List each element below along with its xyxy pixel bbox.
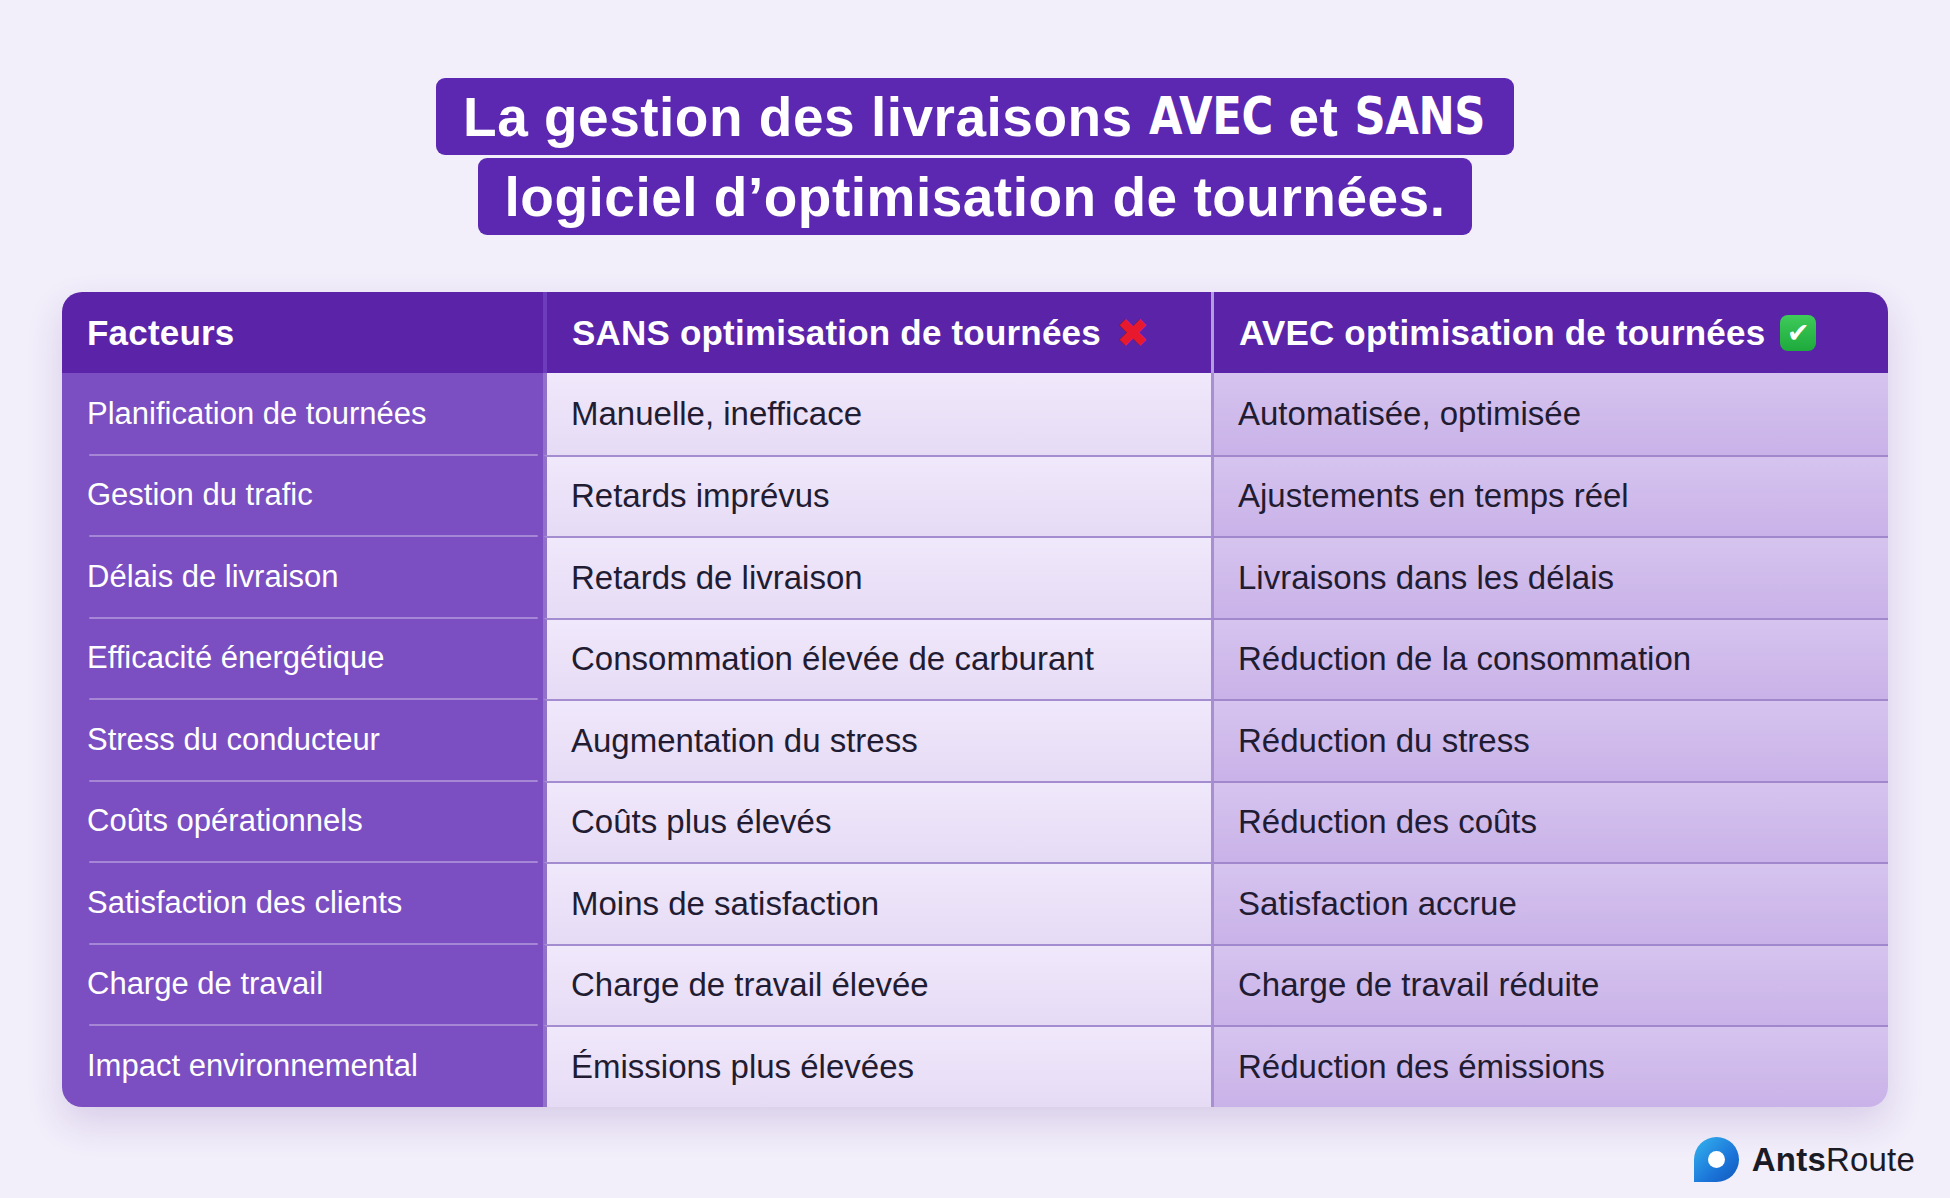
sans-cell-text: Manuelle, inefficace (571, 395, 862, 433)
header-facteurs-label: Facteurs (87, 313, 235, 353)
avec-cell: Satisfaction accrue (1211, 862, 1888, 944)
sans-cell-text: Retards imprévus (571, 477, 830, 515)
factor-cell: Stress du conducteur (62, 699, 543, 781)
factor-cell-text: Efficacité énergétique (87, 640, 385, 676)
sans-cell: Consommation élevée de carburant (543, 618, 1211, 700)
title-word-sans: SANS (1355, 87, 1486, 146)
avec-cell: Charge de travail réduite (1211, 944, 1888, 1026)
factor-cell: Planification de tournées (62, 373, 543, 455)
factor-cell: Charge de travail (62, 944, 543, 1026)
sans-cell: Retards imprévus (543, 455, 1211, 537)
avec-cell-text: Réduction des coûts (1238, 803, 1537, 841)
header-facteurs: Facteurs (62, 292, 543, 373)
factor-cell: Coûts opérationnels (62, 781, 543, 863)
sans-cell: Charge de travail élevée (543, 944, 1211, 1026)
sans-cell: Moins de satisfaction (543, 862, 1211, 944)
antsroute-logo: AntsRoute (1694, 1137, 1915, 1182)
header-sans-label: SANS optimisation de tournées (572, 313, 1101, 353)
green-check-icon: ✔ (1780, 315, 1816, 351)
factor-cell: Efficacité énergétique (62, 618, 543, 700)
avec-cell-text: Réduction de la consommation (1238, 640, 1691, 678)
sans-cell: Émissions plus élevées (543, 1025, 1211, 1107)
sans-cell-text: Augmentation du stress (571, 722, 918, 760)
avec-cell-text: Ajustements en temps réel (1238, 477, 1629, 515)
factor-cell: Gestion du trafic (62, 455, 543, 537)
avec-cell-text: Charge de travail réduite (1238, 966, 1599, 1004)
avec-cell-text: Satisfaction accrue (1238, 885, 1517, 923)
sans-cell-text: Retards de livraison (571, 559, 863, 597)
red-cross-icon: ✖ (1116, 313, 1150, 353)
sans-cell-text: Consommation élevée de carburant (571, 640, 1094, 678)
brand-name-bold: Ants (1752, 1141, 1826, 1178)
factor-cell-text: Impact environnemental (87, 1048, 418, 1084)
factor-cell-text: Coûts opérationnels (87, 803, 363, 839)
sans-cell: Coûts plus élevés (543, 781, 1211, 863)
avec-cell: Réduction des coûts (1211, 781, 1888, 863)
title-line2-text: logiciel d’optimisation de tournées. (505, 165, 1446, 229)
sans-cell-text: Charge de travail élevée (571, 966, 929, 1004)
page-title-line1: La gestion des livraisons AVEC et SANS (436, 78, 1514, 155)
header-sans: SANS optimisation de tournées ✖ (543, 292, 1211, 373)
header-avec-label: AVEC optimisation de tournées (1239, 313, 1765, 353)
comparison-table: Facteurs SANS optimisation de tournées ✖… (62, 292, 1888, 1107)
sans-cell-text: Émissions plus élevées (571, 1048, 914, 1086)
avec-cell-text: Automatisée, optimisée (1238, 395, 1581, 433)
factor-cell-text: Stress du conducteur (87, 722, 380, 758)
avec-cell: Livraisons dans les délais (1211, 536, 1888, 618)
sans-cell: Augmentation du stress (543, 699, 1211, 781)
antsroute-logo-hole (1708, 1151, 1725, 1168)
factor-cell-text: Planification de tournées (87, 396, 427, 432)
avec-cell: Réduction du stress (1211, 699, 1888, 781)
factor-cell: Satisfaction des clients (62, 862, 543, 944)
sans-cell-text: Moins de satisfaction (571, 885, 879, 923)
factor-cell-text: Satisfaction des clients (87, 885, 402, 921)
sans-cell: Manuelle, inefficace (543, 373, 1211, 455)
title-prefix: La gestion des livraisons (463, 85, 1133, 149)
factor-cell-text: Charge de travail (87, 966, 323, 1002)
antsroute-logo-icon (1694, 1137, 1739, 1182)
factor-cell-text: Délais de livraison (87, 559, 339, 595)
page-title: La gestion des livraisons AVEC et SANS l… (0, 0, 1950, 235)
avec-cell-text: Réduction du stress (1238, 722, 1530, 760)
sans-cell: Retards de livraison (543, 536, 1211, 618)
avec-cell: Réduction de la consommation (1211, 618, 1888, 700)
antsroute-logo-text: AntsRoute (1752, 1141, 1915, 1179)
title-word-avec: AVEC (1149, 87, 1273, 146)
page-title-line2: logiciel d’optimisation de tournées. (478, 158, 1473, 235)
avec-cell-text: Livraisons dans les délais (1238, 559, 1614, 597)
avec-cell: Réduction des émissions (1211, 1025, 1888, 1107)
factor-cell: Délais de livraison (62, 536, 543, 618)
factor-cell: Impact environnemental (62, 1025, 543, 1107)
avec-cell: Ajustements en temps réel (1211, 455, 1888, 537)
sans-cell-text: Coûts plus élevés (571, 803, 831, 841)
header-avec: AVEC optimisation de tournées ✔ (1211, 292, 1888, 373)
factor-cell-text: Gestion du trafic (87, 477, 313, 513)
brand-name-light: Route (1826, 1141, 1915, 1178)
title-connector: et (1288, 85, 1338, 149)
avec-cell-text: Réduction des émissions (1238, 1048, 1605, 1086)
avec-cell: Automatisée, optimisée (1211, 373, 1888, 455)
